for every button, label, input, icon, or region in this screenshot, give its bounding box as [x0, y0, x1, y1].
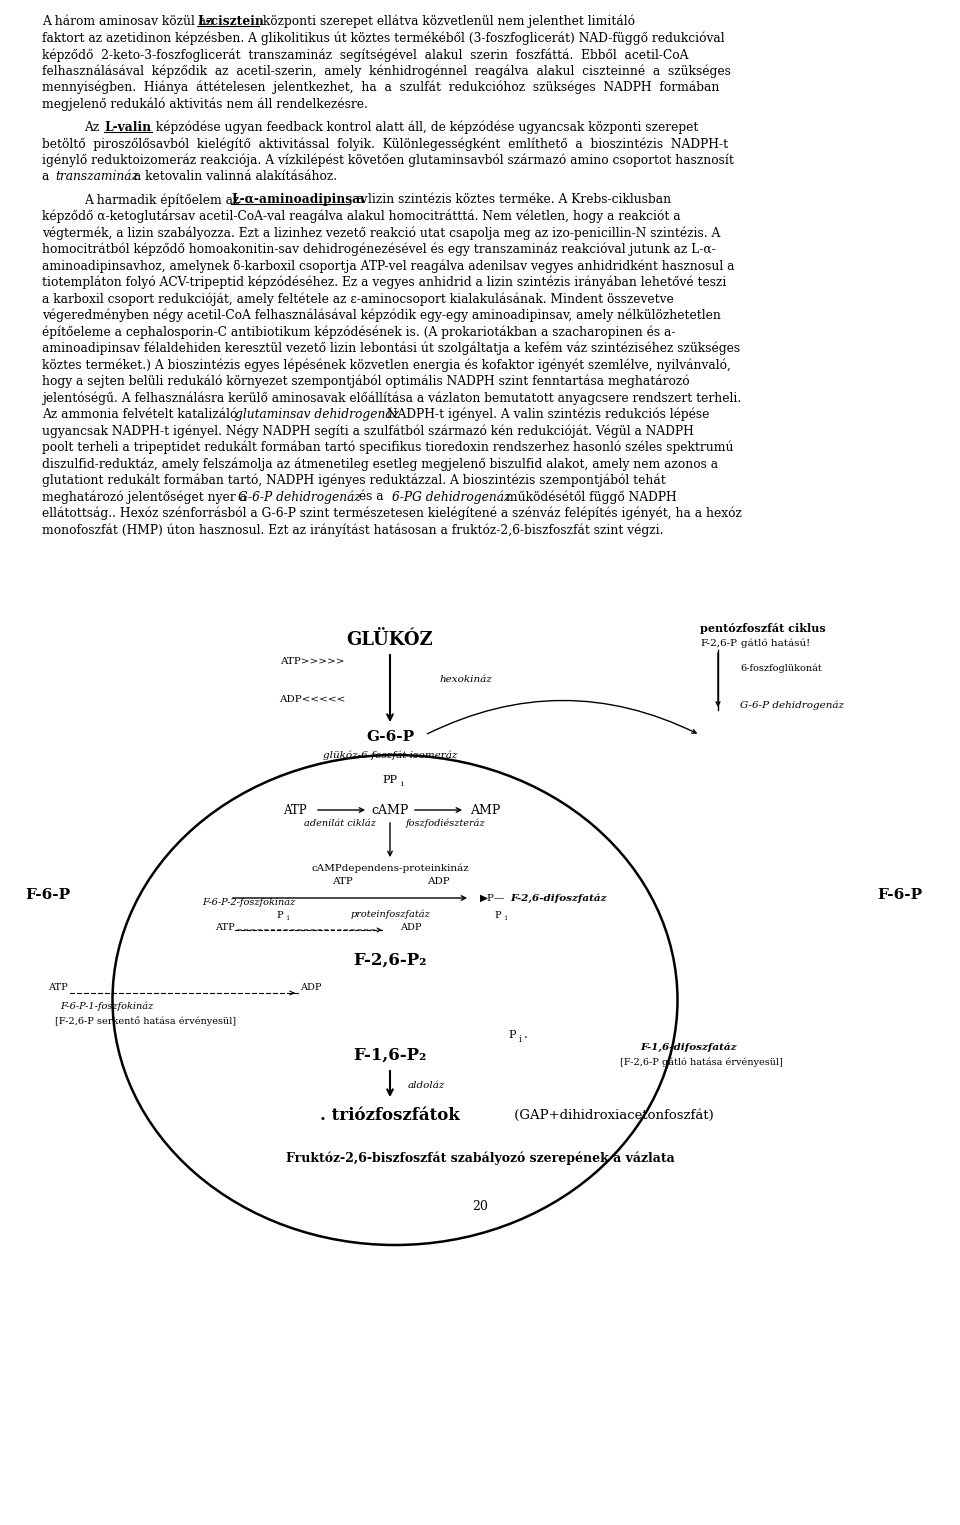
Text: a karboxil csoport redukcióját, amely feltétele az ε-aminocsoport kialakulásának: a karboxil csoport redukcióját, amely fe…	[42, 293, 674, 305]
Text: F-6-P-1-foszfokináz: F-6-P-1-foszfokináz	[60, 1002, 154, 1011]
Text: jelentóségű. A felhasználásra kerülő aminosavak előállítása a vázlaton bemutatot: jelentóségű. A felhasználásra kerülő ami…	[42, 392, 741, 404]
Text: L-α-aminoadipinsav: L-α-aminoadipinsav	[231, 194, 368, 206]
Text: A harmadik építőelem az: A harmadik építőelem az	[84, 194, 243, 207]
Text: P: P	[276, 910, 283, 920]
Text: ATP: ATP	[283, 804, 307, 816]
Text: a ketovalin valinná alakításához.: a ketovalin valinná alakításához.	[130, 171, 337, 183]
Text: transzamináz: transzamináz	[55, 171, 138, 183]
Text: . triózfoszfátok: . triózfoszfátok	[320, 1107, 460, 1124]
Text: Fruktóz-2,6-biszfoszfát szabályozó szerepének a vázlata: Fruktóz-2,6-biszfoszfát szabályozó szere…	[286, 1151, 674, 1165]
Text: a: a	[42, 171, 53, 183]
Text: [F-2,6-P gátló hatása érvényesül]: [F-2,6-P gátló hatása érvényesül]	[620, 1057, 782, 1067]
Text: képződő  2-keto-3-foszfoglicerát  transzamináz  segítségével  alakul  szerin  fo: képződő 2-keto-3-foszfoglicerát transzam…	[42, 47, 688, 61]
Text: betöltő  piroszőlősavból  kielégítő  aktivitással  folyik.  Különlegességként  e: betöltő piroszőlősavból kielégítő aktivi…	[42, 137, 728, 151]
Text: glutationt redukált formában tartó, NADPH igényes reduktázzal. A bioszintézis sz: glutationt redukált formában tartó, NADP…	[42, 474, 665, 486]
Text: ATP: ATP	[215, 924, 235, 932]
Text: i: i	[505, 913, 507, 923]
Text: hexokináz: hexokináz	[440, 676, 492, 685]
Text: GLÜKÓZ: GLÜKÓZ	[347, 631, 433, 650]
Text: , a lizin szintézis köztes terméke. A Krebs-ciklusban: , a lizin szintézis köztes terméke. A Kr…	[349, 194, 671, 206]
Text: hogy a sejten belüli redukáló környezet szempontjából optimális NADPH szint fenn: hogy a sejten belüli redukáló környezet …	[42, 375, 689, 389]
Text: ADP: ADP	[426, 877, 449, 886]
Text: AMP: AMP	[469, 804, 500, 816]
Text: cAMP: cAMP	[372, 804, 409, 816]
Text: aminoadipinsavhoz, amelynek δ-karboxil csoportja ATP-vel reagálva adenilsav vegy: aminoadipinsavhoz, amelynek δ-karboxil c…	[42, 259, 734, 273]
Text: ATP: ATP	[48, 984, 68, 993]
Text: igénylő reduktoizomeráz reakciója. A vízkilépést követően glutaminsavból származ: igénylő reduktoizomeráz reakciója. A víz…	[42, 154, 733, 168]
Text: faktort az azetidinon képzésben. A glikolitikus út köztes termékéből (3-foszfogl: faktort az azetidinon képzésben. A gliko…	[42, 32, 725, 46]
Text: mennyiségben.  Hiánya  áttételesen  jelentkezhet,  ha  a  szulfát  redukcióhoz  : mennyiségben. Hiánya áttételesen jelentk…	[42, 81, 719, 95]
Text: PP: PP	[382, 775, 397, 785]
Text: képződő α-ketoglutársav acetil-CoA-val reagálva alakul homocitrátttá. Nem véletl: képződő α-ketoglutársav acetil-CoA-val r…	[42, 210, 681, 223]
Text: (GAP+dihidroxiacetonfoszfát): (GAP+dihidroxiacetonfoszfát)	[510, 1109, 713, 1121]
Text: felhasználásával  képződik  az  acetil-szerin,  amely  kénhidrogénnel  reagálva : felhasználásával képződik az acetil-szer…	[42, 64, 731, 78]
Text: F-2,6-P₂: F-2,6-P₂	[353, 952, 426, 968]
Text: i: i	[287, 913, 289, 923]
Text: ADP<<<<<: ADP<<<<<	[278, 695, 345, 705]
Text: i: i	[400, 779, 403, 788]
Text: ugyancsak NADPH-t igényel. Négy NADPH segíti a szulfátból származó kén redukciój: ugyancsak NADPH-t igényel. Négy NADPH se…	[42, 424, 694, 438]
Text: F-1,6-difoszfatáz: F-1,6-difoszfatáz	[640, 1042, 736, 1052]
Text: 20: 20	[472, 1200, 488, 1212]
Text: L-cisztein: L-cisztein	[197, 15, 264, 27]
Text: [F-2,6-P serkentő hatása érvényesül]: [F-2,6-P serkentő hatása érvényesül]	[55, 1016, 236, 1026]
Text: monofoszfát (HMP) úton hasznosul. Ezt az irányítást hatásosan a fruktóz-2,6-bisz: monofoszfát (HMP) úton hasznosul. Ezt az…	[42, 523, 663, 537]
Text: diszulfid-reduktáz, amely felszámolja az átmenetileg esetleg megjelenő biszulfid: diszulfid-reduktáz, amely felszámolja az…	[42, 458, 718, 471]
Text: és a: és a	[355, 490, 388, 503]
Text: foszfodiészteráz: foszfodiészteráz	[405, 819, 485, 828]
Text: F-6-P: F-6-P	[25, 888, 71, 901]
Text: ellátottság.. Hexóz szénforrásból a G-6-P szint természetesen kielégítené a szén: ellátottság.. Hexóz szénforrásból a G-6-…	[42, 506, 742, 520]
Text: Az: Az	[84, 120, 103, 134]
Text: poolt terheli a tripeptidet redukált formában tartó specifikus tioredoxin rendsz: poolt terheli a tripeptidet redukált for…	[42, 441, 733, 454]
Text: 6-foszfoglükonát: 6-foszfoglükonát	[740, 663, 822, 673]
Text: központi szerepet ellátva közvetlenül nem jelenthet limitáló: központi szerepet ellátva közvetlenül ne…	[259, 15, 635, 29]
Text: aldoláz: aldoláz	[408, 1081, 445, 1089]
Text: ADP: ADP	[300, 984, 322, 993]
Text: működésétől függő NADPH: működésétől függő NADPH	[502, 490, 677, 503]
Text: G-6-P: G-6-P	[366, 730, 414, 744]
Text: megjelenő redukáló aktivitás nem áll rendelkezésre.: megjelenő redukáló aktivitás nem áll ren…	[42, 98, 368, 111]
Text: glutaminsav dehidrogenáz: glutaminsav dehidrogenáz	[235, 407, 399, 421]
Text: .: .	[524, 1028, 528, 1042]
Text: glükóz-6-foszfát izomeráz: glükóz-6-foszfát izomeráz	[323, 750, 457, 759]
Text: köztes terméket.) A bioszintézis egyes lépésének közvetlen energia és kofaktor i: köztes terméket.) A bioszintézis egyes l…	[42, 358, 731, 372]
Text: G-6-P dehidrogenáz: G-6-P dehidrogenáz	[740, 700, 844, 709]
Text: i: i	[518, 1034, 521, 1043]
Text: ADP: ADP	[400, 924, 421, 932]
Text: gátló hatású!: gátló hatású!	[741, 639, 810, 648]
Text: ATP>>>>>: ATP>>>>>	[280, 657, 345, 666]
Text: L-valin: L-valin	[104, 120, 151, 134]
Text: proteinfoszfatáz: proteinfoszfatáz	[350, 909, 430, 918]
Text: ▶P—: ▶P—	[480, 894, 505, 903]
Text: végeredményben négy acetil-CoA felhasználásával képzódik egy-egy aminoadipinsav,: végeredményben négy acetil-CoA felhaszná…	[42, 308, 721, 322]
Text: NADPH-t igényel. A valin szintézis redukciós lépése: NADPH-t igényel. A valin szintézis reduk…	[383, 407, 709, 421]
Text: F-1,6-P₂: F-1,6-P₂	[353, 1046, 426, 1063]
Text: Az ammonia felvételt katalizáló: Az ammonia felvételt katalizáló	[42, 407, 241, 421]
Text: ATP: ATP	[331, 877, 352, 886]
Text: A három aminosav közül az: A három aminosav közül az	[42, 15, 216, 27]
Text: P: P	[508, 1029, 516, 1040]
Text: 6-PG dehidrogenáz: 6-PG dehidrogenáz	[392, 490, 511, 503]
Text: cAMPdependens-proteinkináz: cAMPdependens-proteinkináz	[311, 863, 468, 872]
Text: meghatározó jelentőséget nyer a: meghatározó jelentőséget nyer a	[42, 490, 251, 503]
Text: F-6-P-2-foszfokináz: F-6-P-2-foszfokináz	[202, 897, 295, 907]
Text: képzódése ugyan feedback kontrol alatt áll, de képzódése ugyancsak központi szer: képzódése ugyan feedback kontrol alatt á…	[152, 120, 698, 134]
Text: tiotempláton folyó ACV-tripeptid képzódéséhez. Ez a vegyes anhidrid a lizin szin: tiotempláton folyó ACV-tripeptid képzódé…	[42, 276, 727, 290]
Text: adenilát cikláz: adenilát cikláz	[304, 819, 376, 828]
Text: G-6-P dehidrogenáz: G-6-P dehidrogenáz	[238, 490, 361, 503]
Text: homocitrátból képződő homoakonitin-sav dehidrogénezésével és egy transzamináz re: homocitrátból képződő homoakonitin-sav d…	[42, 242, 716, 256]
Text: F-6-P: F-6-P	[877, 888, 923, 901]
Text: F-2,6-difoszfatáz: F-2,6-difoszfatáz	[510, 894, 607, 903]
Text: P: P	[494, 910, 501, 920]
Text: építőeleme a cephalosporin-C antibiotikum képzódésének is. (A prokariotákban a s: építőeleme a cephalosporin-C antibiotiku…	[42, 325, 676, 339]
Text: pentózfoszfát ciklus: pentózfoszfát ciklus	[700, 622, 826, 633]
Text: aminoadipinsav félaldehiden keresztül vezető lizin lebontási út szolgáltatja a k: aminoadipinsav félaldehiden keresztül ve…	[42, 342, 740, 355]
Text: F-2,6-P: F-2,6-P	[700, 639, 737, 648]
Text: végtermék, a lizin szabályozza. Ezt a lizinhez vezető reakció utat csapolja meg : végtermék, a lizin szabályozza. Ezt a li…	[42, 226, 720, 239]
